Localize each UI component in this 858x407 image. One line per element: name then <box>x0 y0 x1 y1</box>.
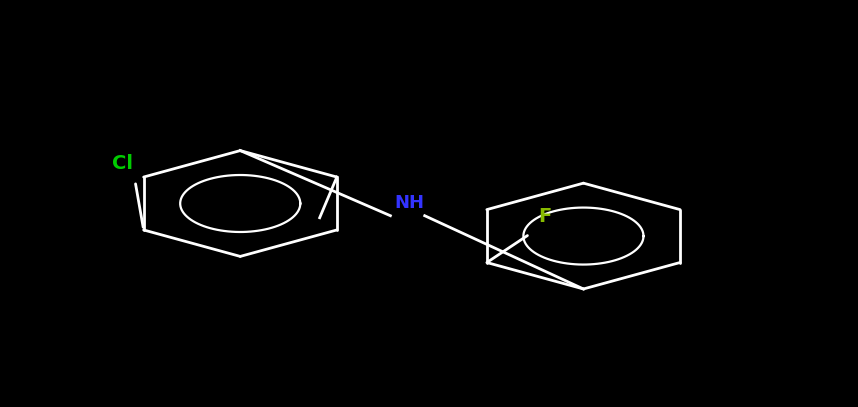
Text: NH: NH <box>395 194 425 212</box>
Text: Cl: Cl <box>112 154 133 173</box>
Text: F: F <box>538 207 552 226</box>
